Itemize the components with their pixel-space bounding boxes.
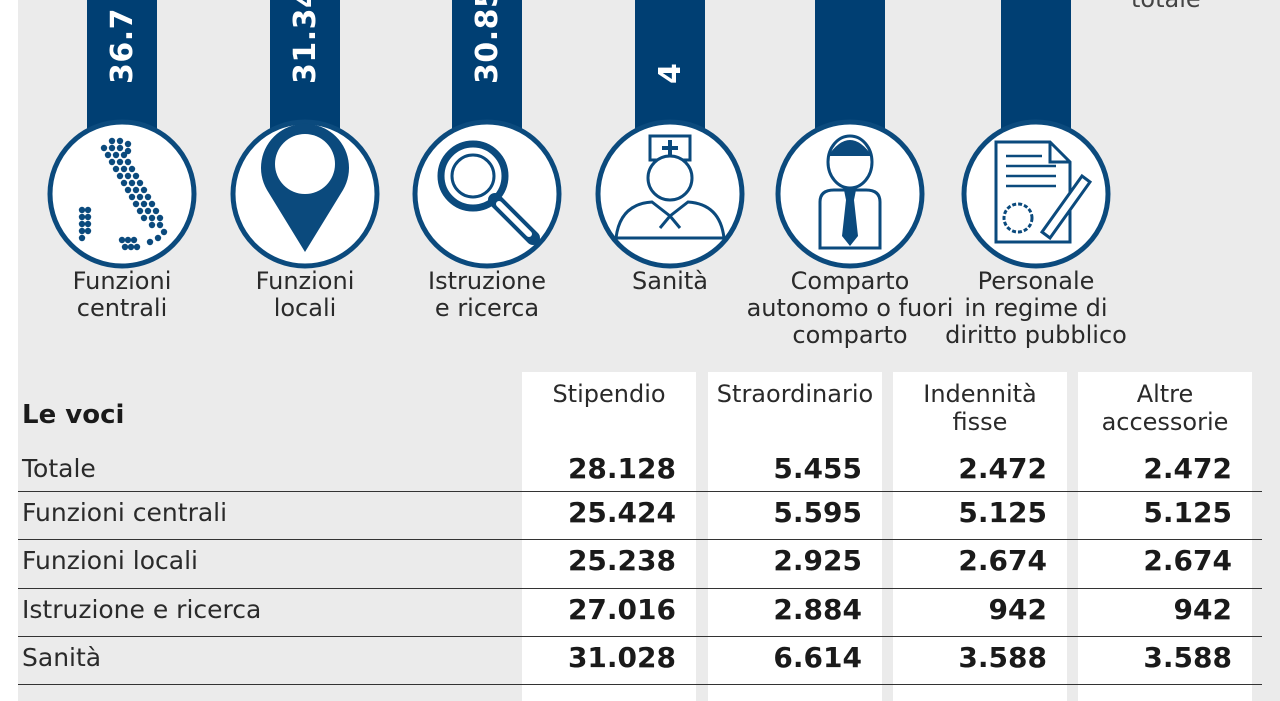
- bar-value-label: 4: [652, 62, 688, 84]
- table-cell: 2.674: [1143, 544, 1232, 577]
- table-cell: 2.884: [773, 593, 862, 626]
- table-cell: 5.595: [773, 496, 862, 529]
- table-cell: 5.455: [773, 452, 862, 485]
- category-label-line: Funzioni: [72, 267, 172, 295]
- category-label-line: diritto pubblico: [945, 321, 1127, 349]
- table-cell: 2.472: [1143, 452, 1232, 485]
- category-label: Sanità: [560, 268, 780, 295]
- column-background: [893, 372, 1067, 701]
- signed-document-icon: [994, 140, 1093, 244]
- table-cell: 2.925: [773, 544, 862, 577]
- column-header-line: Indennità: [923, 380, 1037, 408]
- table-cell: 31.028: [567, 641, 676, 674]
- category-label-line: Istruzione: [428, 267, 546, 295]
- row-label: Totale: [22, 454, 96, 483]
- column-header-line: accessorie: [1101, 408, 1229, 436]
- table-row: Istruzione e ricerca 27.016 2.884 942 942: [18, 588, 1262, 637]
- table-cell: 6.614: [773, 641, 862, 674]
- category-label-line: comparto: [792, 321, 908, 349]
- table-title: Le voci: [22, 400, 125, 430]
- table-cell: 942: [988, 593, 1047, 626]
- italy-map-icon: [78, 137, 168, 251]
- bar-value-label: 36.7: [104, 7, 140, 84]
- table-cell: 3.588: [1143, 641, 1232, 674]
- table-cell: 2.674: [958, 544, 1047, 577]
- table-cell: 5.125: [958, 496, 1047, 529]
- column-header: Straordinario: [708, 380, 882, 408]
- category-label-line: Comparto: [790, 267, 910, 295]
- row-label: Funzioni centrali: [22, 498, 228, 527]
- category-label-line: e ricerca: [434, 294, 540, 322]
- column-header-line: Stipendio: [552, 380, 666, 408]
- bar-value-label: 31.345: [287, 0, 323, 84]
- column-header-line: Altre: [1136, 380, 1194, 408]
- table-cell: 5.125: [1143, 496, 1232, 529]
- row-label: Sanità: [22, 643, 102, 672]
- column-header: Stipendio: [522, 380, 696, 408]
- category-label: Comparto autonomo o fuori comparto: [740, 268, 960, 349]
- column-background: [1078, 372, 1252, 701]
- table-cell: 28.128: [567, 452, 676, 485]
- table-row: Totale 28.128 5.455 2.472 2.472: [18, 448, 1262, 496]
- column-header: Indennità fisse: [893, 380, 1067, 436]
- column-header: Altre accessorie: [1078, 380, 1252, 436]
- table-row: Funzioni centrali 25.424 5.595 5.125 5.125: [18, 491, 1262, 540]
- magnifying-glass-icon: [437, 140, 540, 245]
- category-label-line: autonomo o fuori: [746, 294, 954, 322]
- location-pin-icon: [261, 123, 349, 253]
- table-cell: 27.016: [567, 593, 676, 626]
- row-label: Funzioni locali: [22, 546, 199, 575]
- table-row: [18, 684, 1262, 701]
- businessman-icon: [818, 134, 882, 250]
- table-cell: 2.472: [958, 452, 1047, 485]
- table-cell: 942: [1173, 593, 1232, 626]
- infographic: 36.7 31.345 30.85 4 Funzioni centrali Funzion…: [18, 0, 1280, 701]
- category-label-line: in regime di: [964, 294, 1108, 322]
- column-header-line: fisse: [952, 408, 1008, 436]
- category-label-line: centrali: [76, 294, 168, 322]
- category-label: Funzioni centrali: [18, 268, 232, 322]
- column-background: [708, 372, 882, 701]
- category-label: Istruzione e ricerca: [377, 268, 597, 322]
- table-row: Funzioni locali 25.238 2.925 2.674 2.674: [18, 539, 1262, 588]
- table-cell: 3.588: [958, 641, 1047, 674]
- column-background: [522, 372, 696, 701]
- nurse-icon: [614, 134, 726, 240]
- column-header-line: Straordinario: [716, 380, 874, 408]
- table-row: Sanità 31.028 6.614 3.588 3.588: [18, 636, 1262, 685]
- table-cell: 25.238: [567, 544, 676, 577]
- bar-chart: [47, 0, 1111, 269]
- category-label-line: Sanità: [632, 267, 708, 295]
- bar-value-label: 30.85: [469, 0, 505, 84]
- icon-circle: [47, 119, 197, 269]
- category-label-line: Funzioni: [255, 267, 355, 295]
- category-label: Funzioni locali: [195, 268, 415, 322]
- table-cell: 25.424: [567, 496, 676, 529]
- row-label: Istruzione e ricerca: [22, 595, 262, 624]
- category-label-line: Personale: [977, 267, 1095, 295]
- legend-text: totale: [1131, 0, 1201, 13]
- category-label: Personale in regime di diritto pubblico: [926, 268, 1146, 349]
- category-label-line: locali: [273, 294, 337, 322]
